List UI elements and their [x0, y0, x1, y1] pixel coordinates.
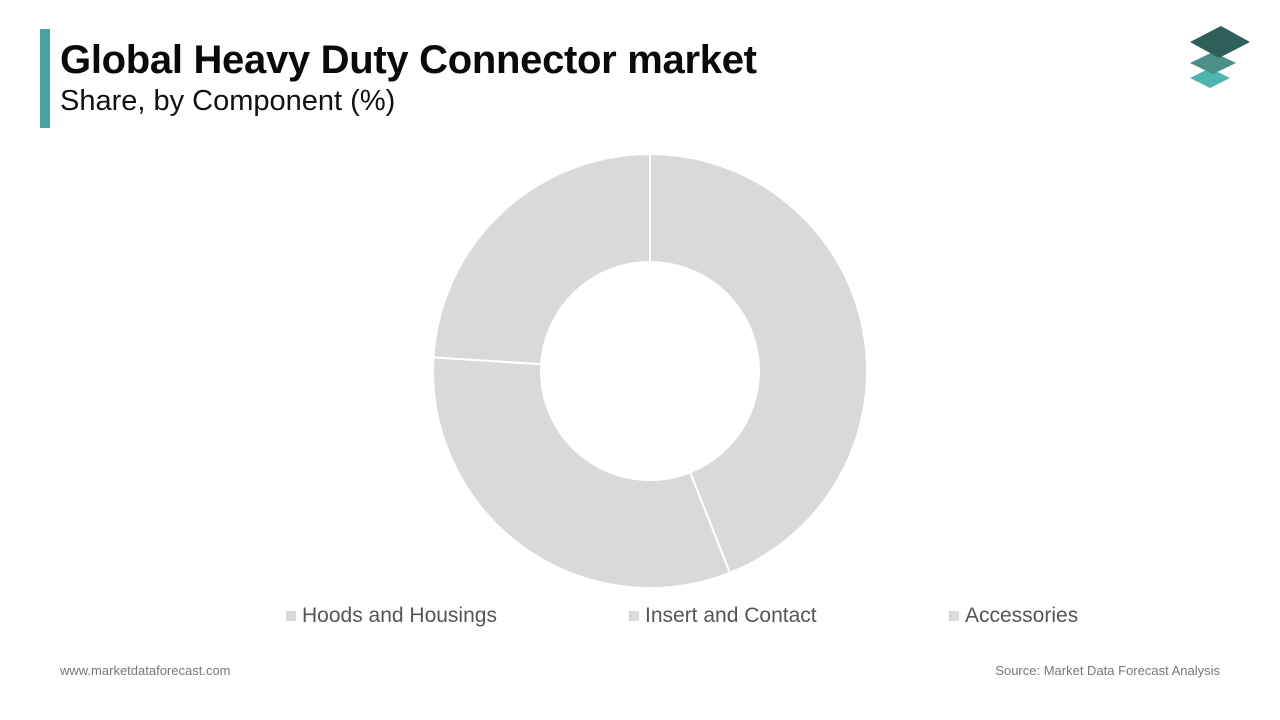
chart-legend: Hoods and Housings Insert and Contact Ac… — [0, 604, 1280, 630]
logo-layer-top — [1190, 26, 1250, 58]
stacked-layers-logo-icon — [1190, 26, 1250, 88]
donut-slice-accessories — [432, 152, 651, 366]
legend-item-hoods-and-housings: Hoods and Housings — [286, 604, 497, 628]
title-accent-bar — [40, 29, 50, 128]
chart-subtitle: Share, by Component (%) — [60, 85, 396, 117]
chart-title: Global Heavy Duty Connector market — [60, 38, 757, 82]
legend-swatch — [629, 611, 639, 621]
legend-label: Hoods and Housings — [302, 604, 497, 627]
logo-layer-bottom — [1190, 68, 1230, 88]
logo-layer-middle — [1190, 52, 1236, 74]
legend-label: Insert and Contact — [645, 604, 817, 627]
footer-source: Source: Market Data Forecast Analysis — [995, 663, 1220, 678]
legend-swatch — [286, 611, 296, 621]
footer-website: www.marketdataforecast.com — [60, 663, 231, 678]
legend-item-insert-and-contact: Insert and Contact — [629, 604, 817, 628]
legend-label: Accessories — [965, 604, 1079, 627]
donut-slice-hoods-and-housings — [649, 152, 868, 575]
legend-swatch — [949, 611, 959, 621]
donut-slice-insert-and-contact — [432, 356, 732, 589]
legend-item-accessories: Accessories — [949, 604, 1078, 628]
